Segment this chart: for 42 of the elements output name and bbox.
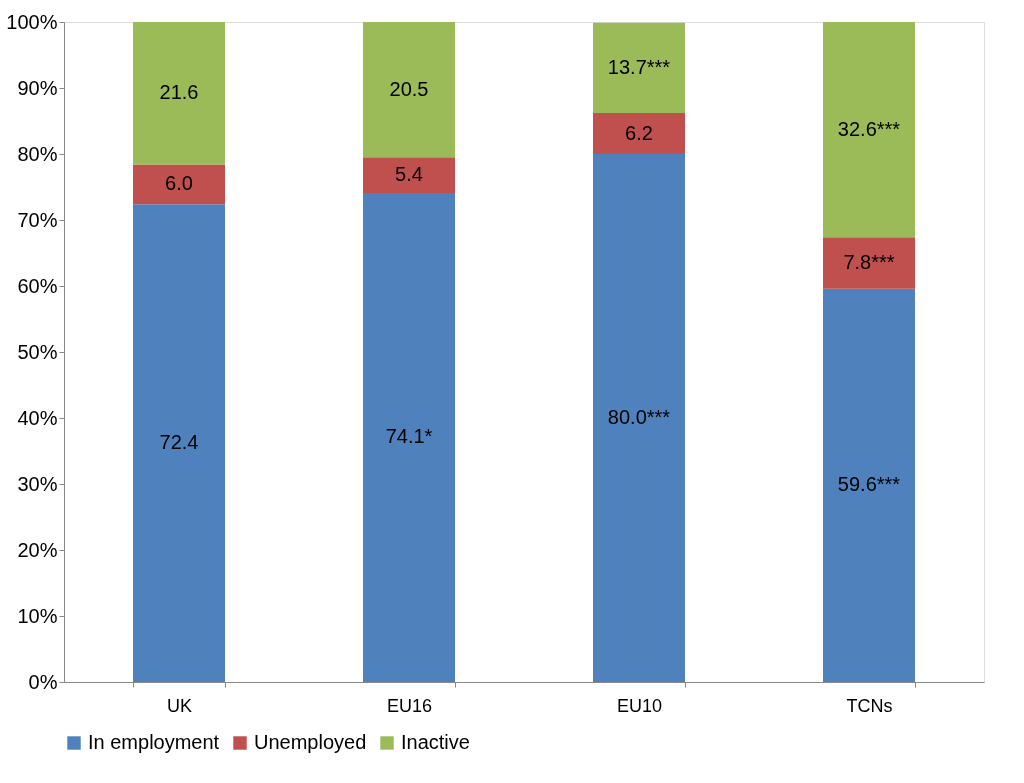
legend-label: Inactive xyxy=(401,731,470,753)
data-label: 80.0*** xyxy=(607,406,671,428)
bar xyxy=(593,113,685,154)
bar xyxy=(593,154,685,682)
bar xyxy=(593,22,685,114)
data-label: 72.4 xyxy=(159,431,199,454)
y-tick-label: 20% xyxy=(17,538,58,561)
x-tick-label: UK xyxy=(166,695,193,716)
bar xyxy=(133,204,225,682)
bar xyxy=(133,164,225,205)
y-tick-label: 0% xyxy=(28,670,58,693)
y-tick-label: 80% xyxy=(17,142,58,165)
x-tick-label: EU10 xyxy=(616,695,663,716)
y-tick-label: 30% xyxy=(17,472,58,495)
bar xyxy=(823,288,915,682)
bar xyxy=(823,22,915,238)
y-tick-label: 90% xyxy=(17,76,58,99)
legend-label: In employment xyxy=(88,731,220,753)
bar xyxy=(363,22,455,158)
data-label: 6.2 xyxy=(625,121,653,144)
x-tick-label: TCNs xyxy=(846,695,893,716)
y-tick-label: 70% xyxy=(17,208,58,231)
data-label: 74.1* xyxy=(385,425,433,448)
data-label: 13.7*** xyxy=(607,55,671,78)
data-label: 32.6*** xyxy=(837,117,901,140)
y-tick-label: 100% xyxy=(6,10,58,33)
y-tick-label: 60% xyxy=(17,274,58,297)
y-tick-label: 10% xyxy=(17,604,58,627)
data-label: 21.6 xyxy=(159,81,199,104)
bar xyxy=(133,22,225,165)
data-label: 20.5 xyxy=(389,77,429,100)
bar xyxy=(363,157,455,193)
data-label: 6.0 xyxy=(165,172,193,195)
y-tick-label: 40% xyxy=(17,406,58,429)
y-tick-label: 50% xyxy=(17,340,58,363)
bar xyxy=(823,237,915,289)
x-tick-label: EU16 xyxy=(386,695,433,716)
data-label: 59.6*** xyxy=(837,473,901,496)
data-label: 7.8*** xyxy=(843,250,895,273)
legend-label: Unemployed xyxy=(254,731,367,753)
bar xyxy=(363,192,455,682)
data-label: 5.4 xyxy=(395,163,423,186)
